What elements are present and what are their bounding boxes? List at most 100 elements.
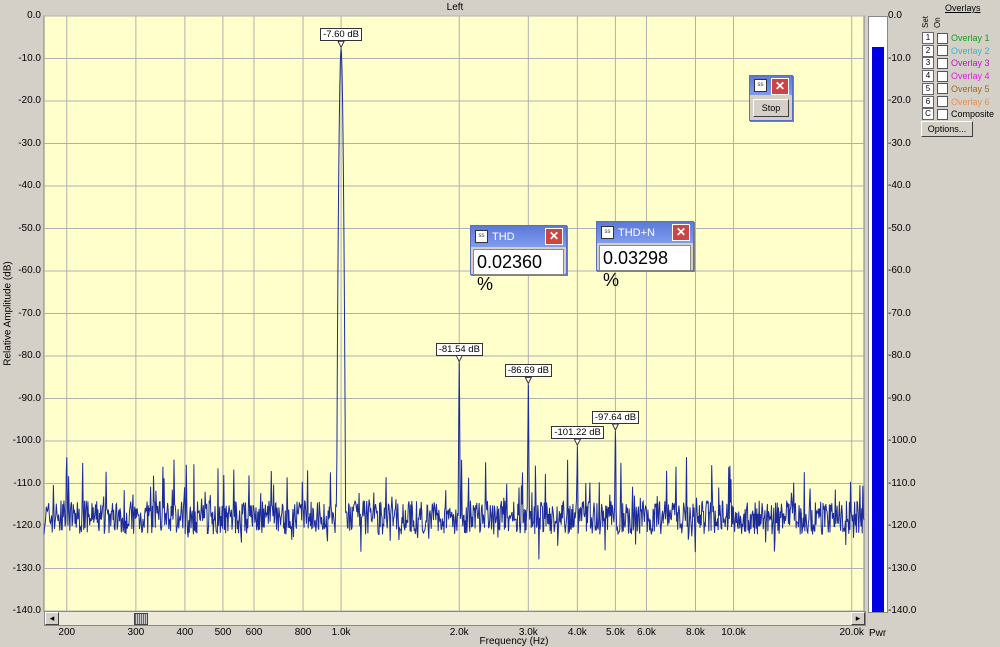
peak-label: -97.64 dB — [591, 410, 640, 424]
close-icon[interactable]: ✕ — [771, 78, 789, 95]
overlay-row: 4 Overlay 4 — [922, 70, 990, 83]
x-tick-label: 3.0k — [518, 627, 538, 638]
power-meter-tick: -130.0 — [888, 562, 917, 574]
overlay-label: Composite — [951, 109, 995, 120]
peak-label: -7.60 dB — [320, 28, 362, 42]
thd-value: 0.02360 % — [473, 249, 564, 294]
power-meter-tick: 0.0 — [888, 10, 902, 21]
overlay-checkbox[interactable] — [937, 32, 948, 44]
power-meter-label: Pwr — [869, 628, 887, 639]
x-tick-label: 8.0k — [686, 627, 705, 638]
scroll-thumb[interactable] — [134, 613, 148, 625]
power-meter-tick: -50.0 — [888, 222, 911, 234]
peak-marker-icon — [337, 40, 345, 49]
window-icon: ss — [754, 79, 767, 92]
y-tick-label: -20.0 — [18, 95, 41, 106]
options-button[interactable]: Options... — [921, 121, 973, 137]
overlay-label: Overlay 4 — [951, 71, 990, 82]
overlay-row: 1 Overlay 1 — [922, 32, 990, 44]
power-meter-tick: -20.0 — [888, 95, 911, 106]
x-tick-label: 200 — [58, 627, 76, 638]
power-meter-bar — [872, 46, 884, 612]
thd-window: ss THD ✕ 0.02360 % — [470, 225, 567, 294]
x-tick-label: 1.0k — [331, 627, 351, 638]
thdn-window-titlebar[interactable]: ss THD+N — [597, 222, 693, 243]
power-meter-tick: -30.0 — [888, 137, 911, 149]
overlay-set-button[interactable]: 2 — [922, 44, 934, 57]
peak-marker-icon — [611, 423, 620, 432]
overlay-checkbox[interactable] — [937, 70, 948, 82]
power-meter-tick: -70.0 — [888, 307, 911, 319]
overlay-set-button[interactable]: 4 — [922, 70, 934, 83]
overlay-checkbox[interactable] — [937, 45, 948, 57]
grid-lines — [44, 15, 864, 612]
x-axis-title: Frequency (Hz) — [479, 636, 549, 647]
peak-markers — [337, 40, 620, 447]
y-tick-label: -140.0 — [12, 605, 41, 616]
window-icon: ss — [601, 226, 614, 239]
y-tick-label: -70.0 — [18, 307, 41, 319]
x-tick-label: 400 — [176, 627, 194, 638]
y-tick-label: -60.0 — [18, 265, 41, 276]
overlay-set-button[interactable]: 6 — [922, 95, 934, 108]
y-tick-label: 0.0 — [27, 10, 41, 21]
x-tick-label: 6.0k — [637, 627, 656, 638]
overlay-set-button[interactable]: 3 — [922, 57, 934, 70]
power-meter — [868, 16, 888, 613]
y-tick-label: -100.0 — [12, 435, 41, 446]
x-tick-label: 300 — [127, 627, 145, 638]
x-tick-label: 5.0k — [605, 627, 625, 638]
y-tick-label: -90.0 — [18, 392, 41, 404]
thd-window-titlebar[interactable]: ss THD — [471, 226, 566, 247]
thd-title: THD — [492, 230, 515, 243]
overlay-set-button[interactable]: C — [922, 108, 934, 121]
y-tick-label: -10.0 — [18, 52, 41, 64]
y-tick-label: -30.0 — [18, 137, 41, 149]
overlay-row: 3 Overlay 3 — [922, 57, 990, 70]
plot-title: Left — [446, 2, 464, 13]
stop-button[interactable]: Stop — [753, 99, 789, 117]
power-meter-tick: -40.0 — [888, 180, 911, 191]
x-tick-label: 500 — [214, 627, 232, 638]
scroll-right-button[interactable]: ▸ — [851, 612, 865, 625]
overlay-row: 6 Overlay 6 — [922, 95, 990, 108]
overlay-checkbox[interactable] — [937, 108, 948, 120]
power-meter-tick: -100.0 — [888, 435, 917, 446]
overlay-set-button[interactable]: 1 — [922, 32, 934, 44]
spectrum-plot[interactable] — [43, 15, 865, 612]
y-tick-label: -110.0 — [13, 477, 41, 489]
overlay-checkbox[interactable] — [937, 96, 948, 107]
power-meter-tick: -110.0 — [888, 477, 916, 489]
y-tick-label: -80.0 — [18, 350, 41, 361]
x-tick-label: 20.0k — [839, 627, 864, 638]
overlay-checkbox[interactable] — [937, 83, 948, 95]
overlay-checkbox[interactable] — [937, 57, 948, 69]
overlays-title: Overlays — [945, 3, 981, 13]
overlay-label: Overlay 2 — [951, 45, 990, 56]
overlays-set-header: Set — [921, 15, 930, 28]
y-tick-label: -50.0 — [18, 222, 41, 234]
y-tick-label: -130.0 — [12, 562, 41, 574]
x-tick-label: 10.0k — [721, 627, 746, 638]
stop-window: ss ✕ Stop — [749, 75, 793, 121]
overlay-row: 5 Overlay 5 — [922, 82, 990, 95]
overlay-label: Overlay 6 — [951, 96, 990, 107]
peak-label: -81.54 dB — [435, 342, 483, 356]
thdn-title: THD+N — [618, 226, 655, 239]
horizontal-scrollbar[interactable]: ◂ ▸ — [44, 611, 866, 626]
overlays-on-header: On — [933, 17, 942, 28]
close-icon[interactable]: ✕ — [672, 224, 690, 241]
y-tick-label: -40.0 — [18, 180, 41, 191]
power-meter-tick: -120.0 — [888, 520, 917, 531]
peak-marker-icon — [455, 355, 464, 363]
overlay-label: Overlay 3 — [951, 58, 990, 69]
close-icon[interactable]: ✕ — [545, 228, 563, 245]
window-icon: ss — [475, 230, 488, 243]
peak-marker-icon — [524, 376, 533, 385]
scroll-left-button[interactable]: ◂ — [45, 612, 59, 625]
thdn-value: 0.03298 % — [599, 245, 691, 290]
overlay-set-button[interactable]: 5 — [922, 82, 934, 95]
power-meter-tick: -80.0 — [888, 350, 911, 361]
thdn-window: ss THD+N ✕ 0.03298 % — [596, 221, 694, 290]
peak-label: -101.22 dB — [551, 426, 604, 440]
